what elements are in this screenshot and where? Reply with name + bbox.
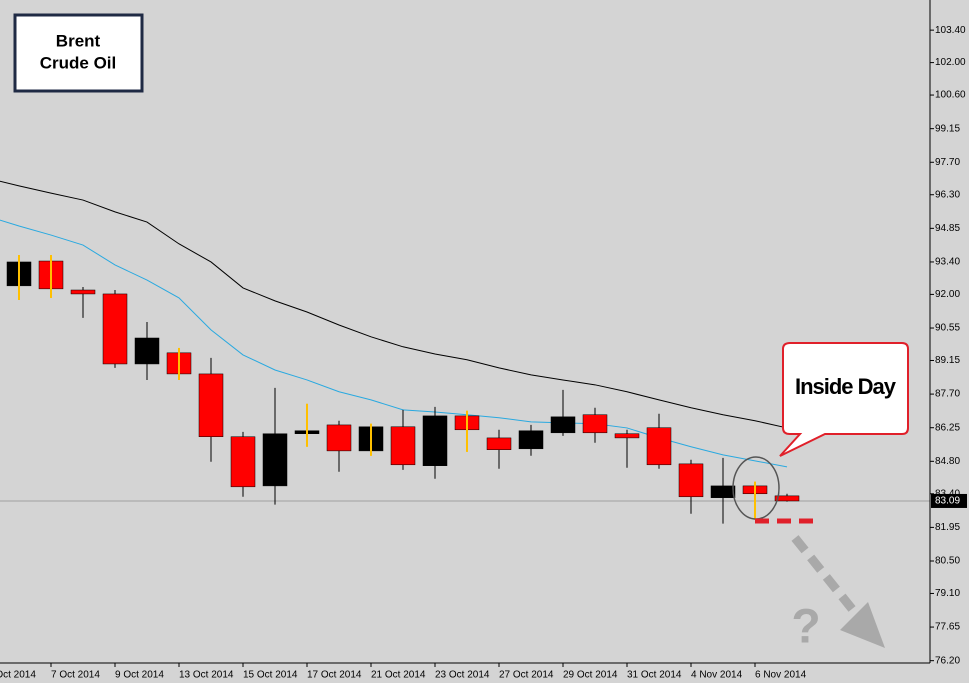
plot-area: [0, 180, 930, 524]
x-tick-label: 13 Oct 2014: [179, 670, 234, 681]
candle-body: [486, 437, 512, 450]
x-tick-label: 6 Nov 2014: [755, 670, 807, 681]
x-tick-label: 9 Oct 2014: [115, 670, 164, 681]
y-tick-label: 87.70: [935, 389, 960, 400]
y-tick-label: 79.10: [935, 588, 960, 599]
x-tick-label: 21 Oct 2014: [371, 670, 426, 681]
question-mark: ?: [791, 601, 820, 654]
title-line: Brent: [56, 31, 101, 50]
title-line: Crude Oil: [40, 53, 117, 72]
y-tick-label: 77.65: [935, 622, 960, 633]
x-tick-label: 31 Oct 2014: [627, 670, 682, 681]
y-tick-label: 90.55: [935, 323, 960, 334]
candle-body: [102, 293, 128, 365]
y-tick-label: 80.50: [935, 556, 960, 567]
arrow-shaft: [791, 535, 869, 628]
price-tag-label: 83.09: [935, 496, 960, 507]
candle-body: [422, 415, 448, 466]
price-tag: [931, 493, 967, 508]
y-tick-label: 92.00: [935, 289, 960, 300]
annotation: Inside Day: [795, 374, 897, 399]
y-tick-label: 97.70: [935, 157, 960, 168]
y-tick-label: 99.15: [935, 123, 960, 134]
candle-body: [678, 463, 704, 498]
y-tick-label: 102.00: [935, 57, 966, 68]
y-tick-label: 76.20: [935, 655, 960, 666]
candle-body: [70, 289, 96, 295]
candle-body: [326, 424, 352, 452]
candle-body: [614, 433, 640, 439]
candle-body: [390, 426, 416, 466]
x-tick-label: 23 Oct 2014: [435, 670, 490, 681]
x-tick-label: 27 Oct 2014: [499, 670, 554, 681]
candle-body: [262, 433, 288, 487]
candle-body: [582, 414, 608, 434]
y-tick-label: 96.30: [935, 189, 960, 200]
x-tick-label: 17 Oct 2014: [307, 670, 362, 681]
y-tick-label: 84.80: [935, 456, 960, 467]
title-box: [13, 13, 144, 93]
candle-body: [230, 436, 256, 488]
y-tick-label: 86.25: [935, 422, 960, 433]
y-tick-label: 83.40: [935, 488, 960, 499]
x-tick-label: 4 Nov 2014: [691, 670, 743, 681]
candle-body: [518, 430, 544, 450]
y-tick-label: 89.15: [935, 355, 960, 366]
candle-body: [710, 485, 736, 498]
callout: [779, 342, 909, 457]
candle-body: [134, 337, 160, 365]
y-tick-label: 100.60: [935, 90, 966, 101]
arrow-head: [840, 602, 885, 648]
y-tick-label: 103.40: [935, 25, 966, 36]
candle-body: [198, 373, 224, 437]
x-tick-label: 15 Oct 2014: [243, 670, 298, 681]
y-tick-label: 81.95: [935, 522, 960, 533]
y-tick-label: 93.40: [935, 257, 960, 268]
candle-body: [550, 416, 576, 434]
x-tick-label: 3 Oct 2014: [0, 670, 36, 681]
y-tick-label: 94.85: [935, 223, 960, 234]
moving-average: [0, 180, 788, 429]
candle-body: [774, 495, 800, 502]
x-tick-label: 29 Oct 2014: [563, 670, 618, 681]
candle-body: [646, 427, 672, 466]
x-tick-label: 7 Oct 2014: [51, 670, 100, 681]
